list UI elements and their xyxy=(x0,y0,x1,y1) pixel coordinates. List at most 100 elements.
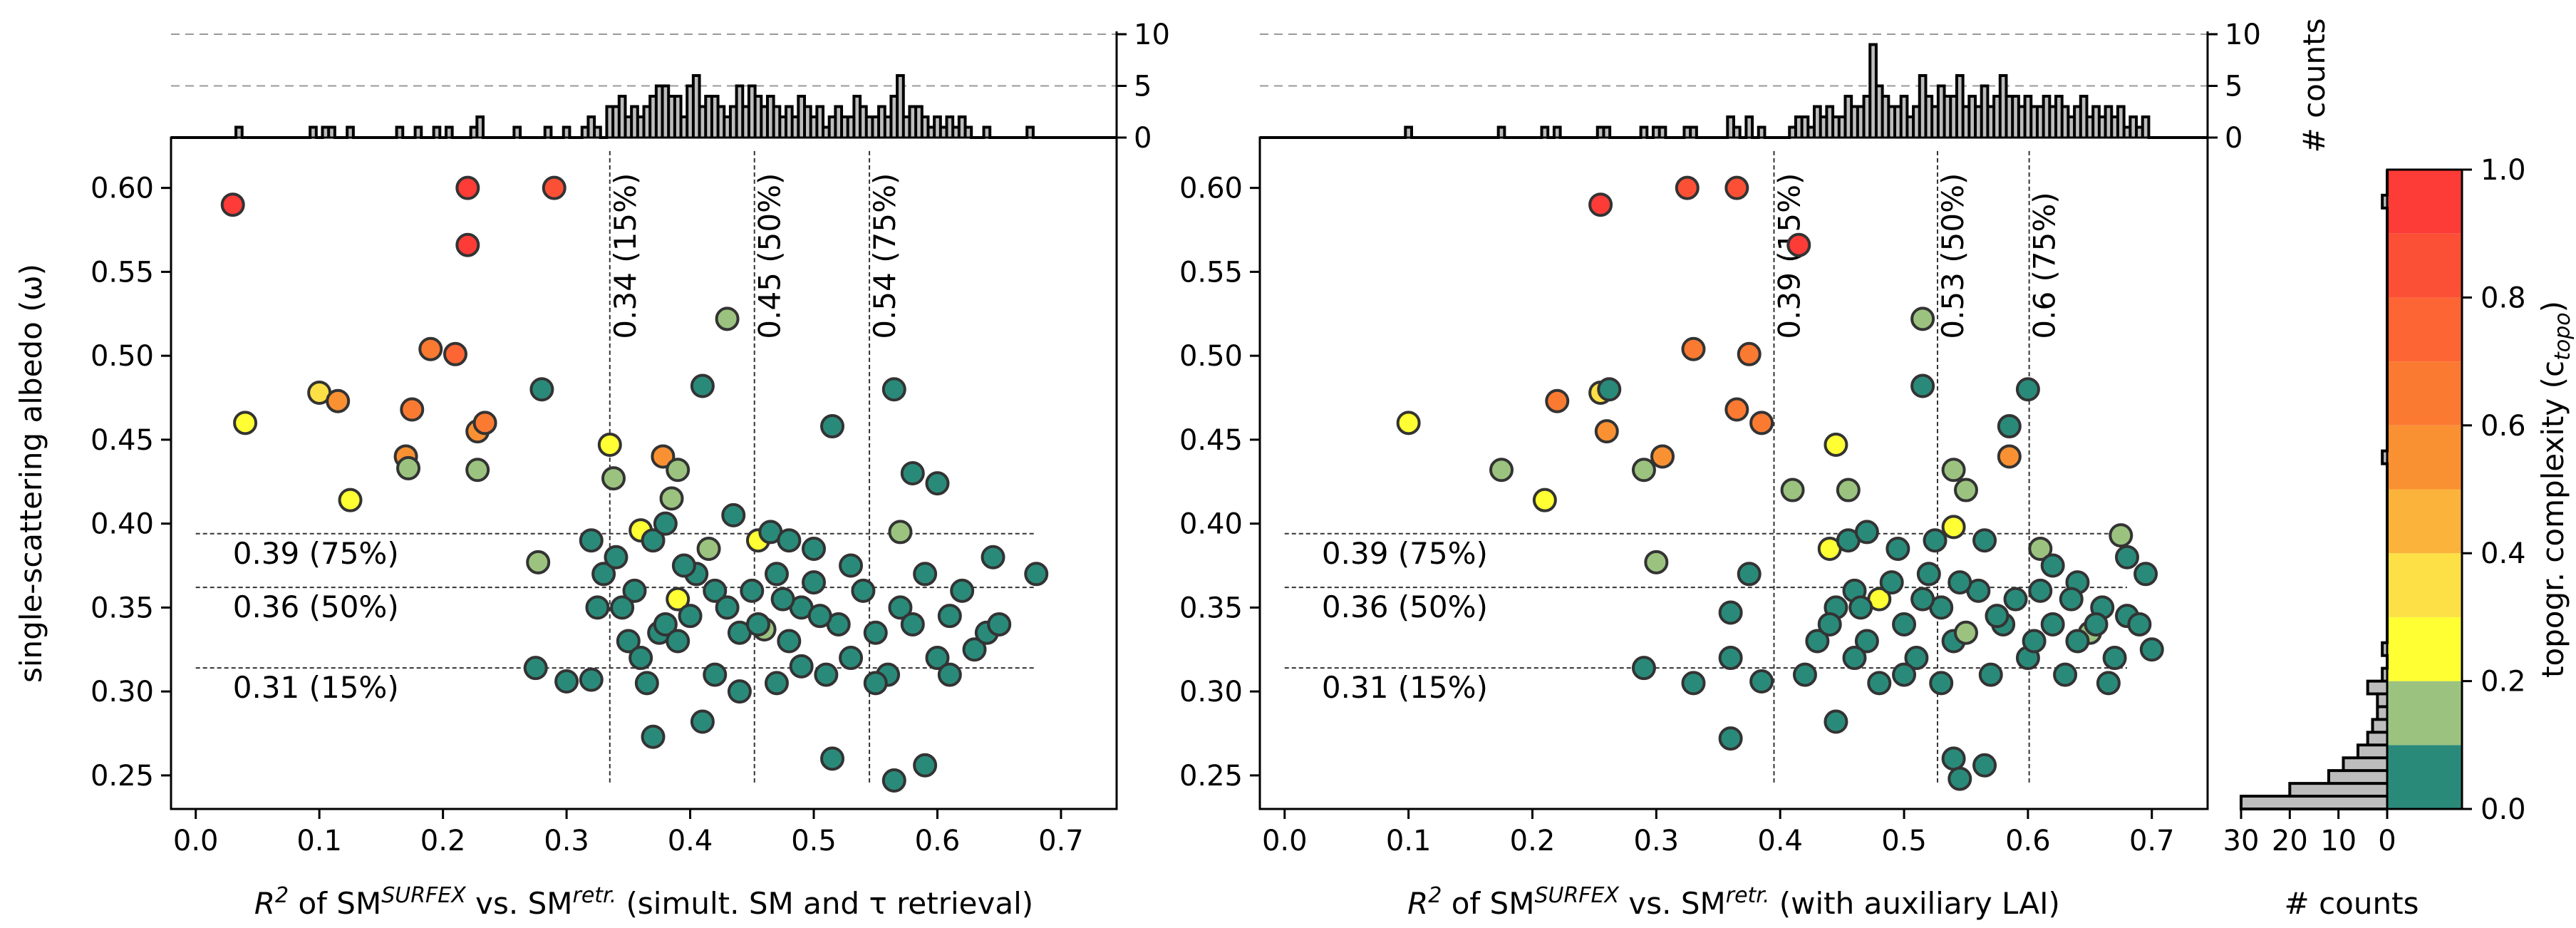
right-scatter-point xyxy=(1854,520,1879,545)
right-quantile-hline-label: 0.36 (50%) xyxy=(1322,589,1488,624)
left-hist-bar xyxy=(656,86,663,138)
right-scatter-point xyxy=(1910,306,1935,331)
colorbar-hist-bar xyxy=(2382,642,2387,656)
colorbar-segment xyxy=(2387,489,2462,554)
right-xlabel: R2 of SMSURFEX vs. SMretr. (with auxilia… xyxy=(1407,883,2060,922)
left-scatter-point xyxy=(715,306,740,331)
left-hist-bar xyxy=(879,106,885,138)
colorbar-tick-label: 0.8 xyxy=(2481,282,2526,314)
colorbar-hist-bar xyxy=(2367,732,2387,746)
right-scatter-point xyxy=(2040,612,2065,636)
right-scatter-point xyxy=(1867,671,1892,696)
right-hist-bar xyxy=(1994,96,2000,138)
right-scatter-point xyxy=(1681,336,1706,361)
right-hist-bar xyxy=(1919,76,1926,138)
left-hist-ytick-label: 10 xyxy=(1134,19,1170,51)
right-scatter-point xyxy=(1749,669,1774,694)
right-hist-bar xyxy=(2142,117,2149,138)
left-hist-bar xyxy=(940,127,947,138)
left-scatter-point xyxy=(529,377,554,402)
right-scatter-point xyxy=(2065,629,2090,654)
left-scatter-point xyxy=(900,612,925,636)
colorbar-hist-bar xyxy=(2290,783,2387,797)
left-scatter-point xyxy=(777,629,802,654)
right-hist-bar xyxy=(1795,117,1802,138)
right-hist-bar xyxy=(1913,106,1920,138)
right-scatter-point xyxy=(1805,629,1830,654)
left-quantile-vline-label: 0.54 (75%) xyxy=(867,173,902,339)
left-hist-bar xyxy=(928,127,935,138)
right-scatter-point xyxy=(2028,578,2053,603)
left-scatter-point xyxy=(542,175,567,200)
right-quantile-vline-label: 0.53 (50%) xyxy=(1935,173,1970,339)
left-hist-bar xyxy=(773,106,780,138)
right-hist-bar xyxy=(1987,106,1995,138)
right-hist-bar xyxy=(1888,106,1895,138)
left-hist-bar xyxy=(767,96,774,138)
left-scatter-point xyxy=(721,502,746,527)
left-hist-bar xyxy=(823,127,829,138)
left-hist-bar xyxy=(563,127,570,138)
right-scatter-point xyxy=(2059,587,2084,612)
right-scatter-point xyxy=(2133,562,2158,587)
left-hist-bar xyxy=(606,106,614,138)
right-scatter-point xyxy=(1947,766,1972,791)
left-hist-bar xyxy=(810,117,817,138)
right-scatter-point xyxy=(2139,637,2164,662)
left-hist-bar xyxy=(445,127,452,138)
left-hist-bar xyxy=(909,106,916,138)
left-ytick-label: 0.30 xyxy=(90,676,154,708)
left-scatter-point xyxy=(616,629,641,654)
left-scatter-point xyxy=(629,646,653,671)
right-ytick-label: 0.40 xyxy=(1179,508,1243,541)
right-hist-bar xyxy=(2037,106,2044,138)
left-xtick-label: 0.1 xyxy=(296,825,342,857)
left-scatter-point xyxy=(326,388,351,413)
colorbar-hist-xtick-label: 10 xyxy=(2320,825,2357,857)
left-scatter-point xyxy=(651,444,676,469)
left-scatter-point xyxy=(579,667,604,692)
right-hist-bar xyxy=(1900,96,1908,138)
left-scatter-point xyxy=(839,646,864,671)
right-scatter-point xyxy=(1854,629,1879,654)
colorbar-hist-bar xyxy=(2343,758,2387,771)
left-hist-bar xyxy=(643,106,651,138)
left-quantile-vline-label: 0.45 (50%) xyxy=(752,173,787,339)
right-scatter-point xyxy=(1904,646,1929,671)
left-hist-bar xyxy=(829,117,836,138)
left-scatter-point xyxy=(666,629,690,654)
right-scatter-point xyxy=(1644,550,1669,574)
left-hist-bar xyxy=(724,117,730,138)
right-hist-bar xyxy=(1808,127,1815,138)
right-scatter-point xyxy=(1792,662,1817,687)
right-hist-bar xyxy=(1882,96,1889,138)
colorbar-hist-bar xyxy=(2382,195,2387,208)
right-scatter-point xyxy=(1910,587,1935,612)
right-hist-bar xyxy=(2136,127,2143,138)
colorbar-hist-bar xyxy=(2367,681,2387,694)
left-scatter-point xyxy=(233,411,258,435)
left-xtick-label: 0.3 xyxy=(544,825,589,857)
colorbar-hist-bar xyxy=(2382,668,2387,681)
right-hist-bar xyxy=(2099,117,2106,138)
left-hist-bar xyxy=(946,117,953,138)
colorbar-label-part: topo xyxy=(2550,312,2575,361)
right-hist-bar xyxy=(1962,106,1970,138)
right-hist-bar xyxy=(1659,127,1666,138)
right-xtick-label: 0.3 xyxy=(1634,825,1680,857)
left-scatter-point xyxy=(641,528,666,553)
left-hist-bar xyxy=(396,127,403,138)
left-scatter-point xyxy=(962,637,987,662)
colorbar-hist-bar xyxy=(2372,719,2387,733)
left-ytick-label: 0.50 xyxy=(90,340,154,373)
left-xlabel-part: SURFEX xyxy=(381,883,467,908)
right-scatter-point xyxy=(1923,528,1947,553)
left-scatter-point xyxy=(863,671,888,696)
right-scatter-point xyxy=(2114,545,2139,569)
left-scatter-point xyxy=(900,461,925,485)
right-hist-bar xyxy=(1734,127,1740,138)
right-hist-bar xyxy=(1789,127,1796,138)
right-hist-bar xyxy=(1684,127,1691,138)
left-hist-bar xyxy=(718,106,725,138)
left-scatter-point xyxy=(913,753,938,778)
